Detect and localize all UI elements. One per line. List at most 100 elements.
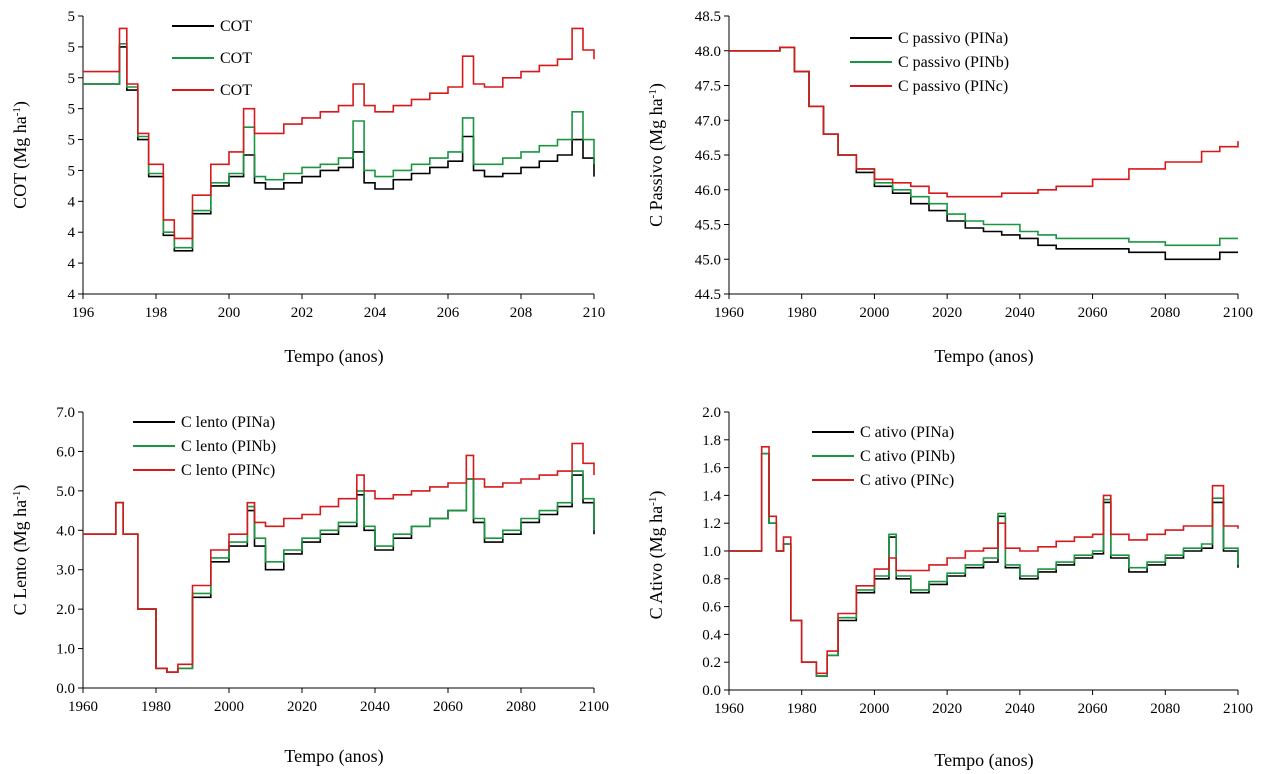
y-tick-label: 6.0 <box>56 444 75 460</box>
x-axis-title: Tempo (anos) <box>934 346 1033 367</box>
series-line-3 <box>729 446 1239 675</box>
x-tick-label: 2100 <box>1223 701 1253 717</box>
x-tick-label: 2040 <box>360 699 390 715</box>
y-tick-label: 47.5 <box>695 79 721 95</box>
x-tick-label: 2040 <box>1005 701 1035 717</box>
panel-c-ativo: C Ativo (Mg ha-1) Tempo (anos) 1960 1980 2… <box>646 405 1253 771</box>
y-tick-label: 4.0 <box>56 523 75 539</box>
y-tick-label: 1.2 <box>702 516 721 532</box>
x-tick-label: 208 <box>510 305 533 321</box>
y-tick-label: 5 <box>68 9 76 25</box>
legend-label: C lento (PINa) <box>181 414 275 431</box>
legend-label: C passivo (PINa) <box>898 30 1008 47</box>
y-tick-label: 5 <box>68 133 76 149</box>
x-tick-label: 2040 <box>1005 305 1035 321</box>
x-tick-label: 2080 <box>1150 305 1180 321</box>
y-tick-label: 1.6 <box>702 461 721 477</box>
x-tick-label: 2020 <box>287 699 317 715</box>
x-tick-label: 2060 <box>1078 305 1108 321</box>
x-axis-title: Tempo (anos) <box>284 346 383 367</box>
x-tick-label: 2080 <box>506 699 536 715</box>
legend-label: C lento (PINc) <box>181 462 275 479</box>
legend-label: C passivo (PINb) <box>898 54 1009 71</box>
x-tick-label: 2060 <box>1078 701 1108 717</box>
x-axis-title: Tempo (anos) <box>284 746 383 767</box>
x-tick-label: 206 <box>437 305 460 321</box>
y-tick-label: 5 <box>68 71 76 87</box>
x-tick-label: 1980 <box>787 305 817 321</box>
y-axis-title: COT (Mg ha-1) <box>10 101 31 209</box>
legend-label: C lento (PINb) <box>181 438 276 455</box>
x-tick-label: 200 <box>218 305 241 321</box>
y-tick-label: 0.4 <box>702 627 721 643</box>
panel-c-lento: C Lento (Mg ha-1) Tempo (anos) 1960 1980 2… <box>10 405 609 767</box>
y-tick-label: 45.0 <box>695 252 721 268</box>
legend-label: COT <box>220 82 252 99</box>
y-tick-label: 4 <box>68 287 76 303</box>
series-line-3 <box>83 27 595 240</box>
y-tick-label: 0.0 <box>702 683 721 699</box>
y-tick-label: 48.5 <box>695 9 721 25</box>
x-tick-label: 2000 <box>214 699 244 715</box>
x-tick-label: 2020 <box>932 305 962 321</box>
y-tick-label: 46.0 <box>695 183 721 199</box>
x-tick-label: 204 <box>364 305 387 321</box>
x-tick-label: 198 <box>145 305 168 321</box>
y-tick-label: 4 <box>68 225 76 241</box>
y-tick-label: 0.8 <box>702 572 721 588</box>
y-tick-label: 1.8 <box>702 433 721 449</box>
series-line-2 <box>83 43 595 249</box>
y-tick-label: 4 <box>68 194 76 210</box>
y-tick-label: 0.0 <box>56 681 75 697</box>
x-tick-label: 2020 <box>932 701 962 717</box>
y-tick-label: 1.0 <box>56 642 75 658</box>
y-tick-label: 7.0 <box>56 405 75 421</box>
x-tick-label: 196 <box>72 305 95 321</box>
legend-label: C ativo (PINc) <box>860 472 954 489</box>
y-tick-label: 5.0 <box>56 484 75 500</box>
series-line-1 <box>83 46 595 252</box>
x-tick-label: 1960 <box>714 701 744 717</box>
y-axis-title: C Passivo (Mg ha-1) <box>646 83 667 227</box>
y-tick-label: 4 <box>68 256 76 272</box>
y-tick-label: 47.0 <box>695 113 721 129</box>
series-line-2 <box>729 46 1238 247</box>
x-tick-label: 202 <box>291 305 314 321</box>
x-tick-label: 1960 <box>68 699 98 715</box>
y-axis-title: C Ativo (Mg ha-1) <box>646 491 667 620</box>
x-axis-title: Tempo (anos) <box>934 750 1033 771</box>
legend-label: COT <box>220 50 252 67</box>
y-tick-label: 45.5 <box>695 218 721 234</box>
x-tick-label: 1980 <box>787 701 817 717</box>
x-tick-label: 2000 <box>859 701 889 717</box>
x-tick-label: 1960 <box>714 305 744 321</box>
x-tick-label: 2080 <box>1150 701 1180 717</box>
x-tick-label: 2060 <box>433 699 463 715</box>
x-tick-label: 2100 <box>1223 305 1253 321</box>
y-axis-title: C Lento (Mg ha-1) <box>10 485 31 616</box>
x-tick-label: 1980 <box>141 699 171 715</box>
y-tick-label: 1.0 <box>702 544 721 560</box>
y-tick-label: 1.4 <box>702 488 721 504</box>
panel-c-passivo: C Passivo (Mg ha-1) Tempo (anos) 1960 198… <box>646 9 1253 367</box>
series-line-3 <box>83 442 595 673</box>
legend-label: C passivo (PINc) <box>898 78 1008 95</box>
y-tick-label: 2.0 <box>702 405 721 421</box>
legend-label: COT <box>220 18 252 35</box>
series-line-3 <box>729 46 1239 198</box>
y-tick-label: 5 <box>68 102 76 118</box>
y-tick-label: 46.5 <box>695 148 721 164</box>
legend-label: C ativo (PINa) <box>860 424 954 441</box>
x-tick-label: 2000 <box>859 305 889 321</box>
y-tick-label: 3.0 <box>56 563 75 579</box>
y-tick-label: 48.0 <box>695 44 721 60</box>
y-tick-label: 5 <box>68 163 76 179</box>
panel-cot: COT (Mg ha-1) Tempo (anos) 196 198 200 202 2… <box>10 9 605 367</box>
y-tick-label: 44.5 <box>695 287 721 303</box>
y-tick-label: 0.6 <box>702 600 721 616</box>
legend-label: C ativo (PINb) <box>860 448 955 465</box>
x-tick-label: 210 <box>583 305 606 321</box>
y-tick-label: 5 <box>68 40 76 56</box>
y-tick-label: 2.0 <box>56 602 75 618</box>
